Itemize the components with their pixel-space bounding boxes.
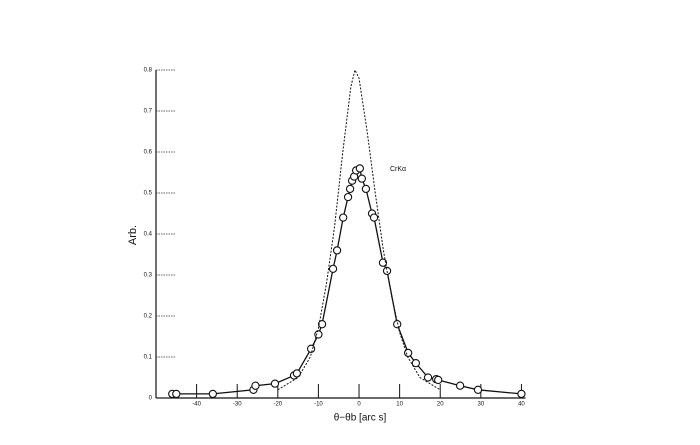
y-tick-label: 0.1 (144, 355, 153, 361)
x-tick-label: -20 (273, 402, 282, 408)
data-point (361, 184, 371, 194)
data-point (369, 213, 379, 222)
curve (277, 68, 441, 391)
data-point (404, 348, 413, 358)
y-tick-label: 0.3 (144, 273, 153, 279)
data-point (473, 385, 483, 394)
x-tick-label: 20 (437, 402, 444, 408)
data-point (332, 246, 342, 255)
x-tick-label: -10 (314, 402, 323, 408)
data-point (393, 320, 402, 329)
data-point (382, 266, 392, 276)
y-tick-label: 0 (149, 396, 153, 402)
x-tick-label: 30 (477, 402, 484, 408)
data-point (411, 358, 421, 368)
data-point (339, 213, 348, 222)
x-tick-label: 40 (518, 402, 525, 408)
x-tick-label: -30 (233, 402, 242, 408)
data-point (517, 389, 526, 399)
data-point (317, 320, 327, 329)
annotation: CrKα (390, 166, 406, 173)
y-tick-label: 0.6 (144, 150, 153, 156)
data-point (343, 192, 353, 202)
data-point (423, 373, 433, 382)
data-point (306, 344, 316, 353)
y-tick-label: 0.4 (144, 232, 153, 238)
data-point (270, 379, 280, 388)
data-point (172, 389, 181, 399)
data-point (208, 389, 217, 399)
y-tick-label: 0.5 (144, 191, 153, 197)
curve (172, 167, 522, 395)
y-tick-label: 0.8 (144, 68, 153, 74)
x-tick-label: 10 (396, 402, 403, 408)
data-point (434, 375, 443, 385)
x-tick-label: 0 (357, 402, 361, 408)
x-axis-label: θ−θb [arc s] (334, 413, 387, 424)
data-point (251, 381, 260, 390)
y-tick-label: 0.7 (144, 109, 153, 115)
data-point (328, 264, 338, 273)
y-tick-label: 0.2 (144, 314, 153, 320)
data-point (455, 381, 465, 390)
x-tick-label: -40 (192, 402, 201, 408)
data-point (355, 164, 364, 173)
data-point (314, 330, 323, 339)
data-point (345, 184, 355, 194)
y-axis-label: Arb. (127, 225, 139, 245)
data-point (357, 174, 367, 183)
